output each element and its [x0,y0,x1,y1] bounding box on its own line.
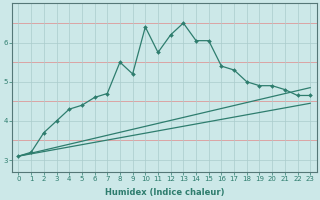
X-axis label: Humidex (Indice chaleur): Humidex (Indice chaleur) [105,188,224,197]
